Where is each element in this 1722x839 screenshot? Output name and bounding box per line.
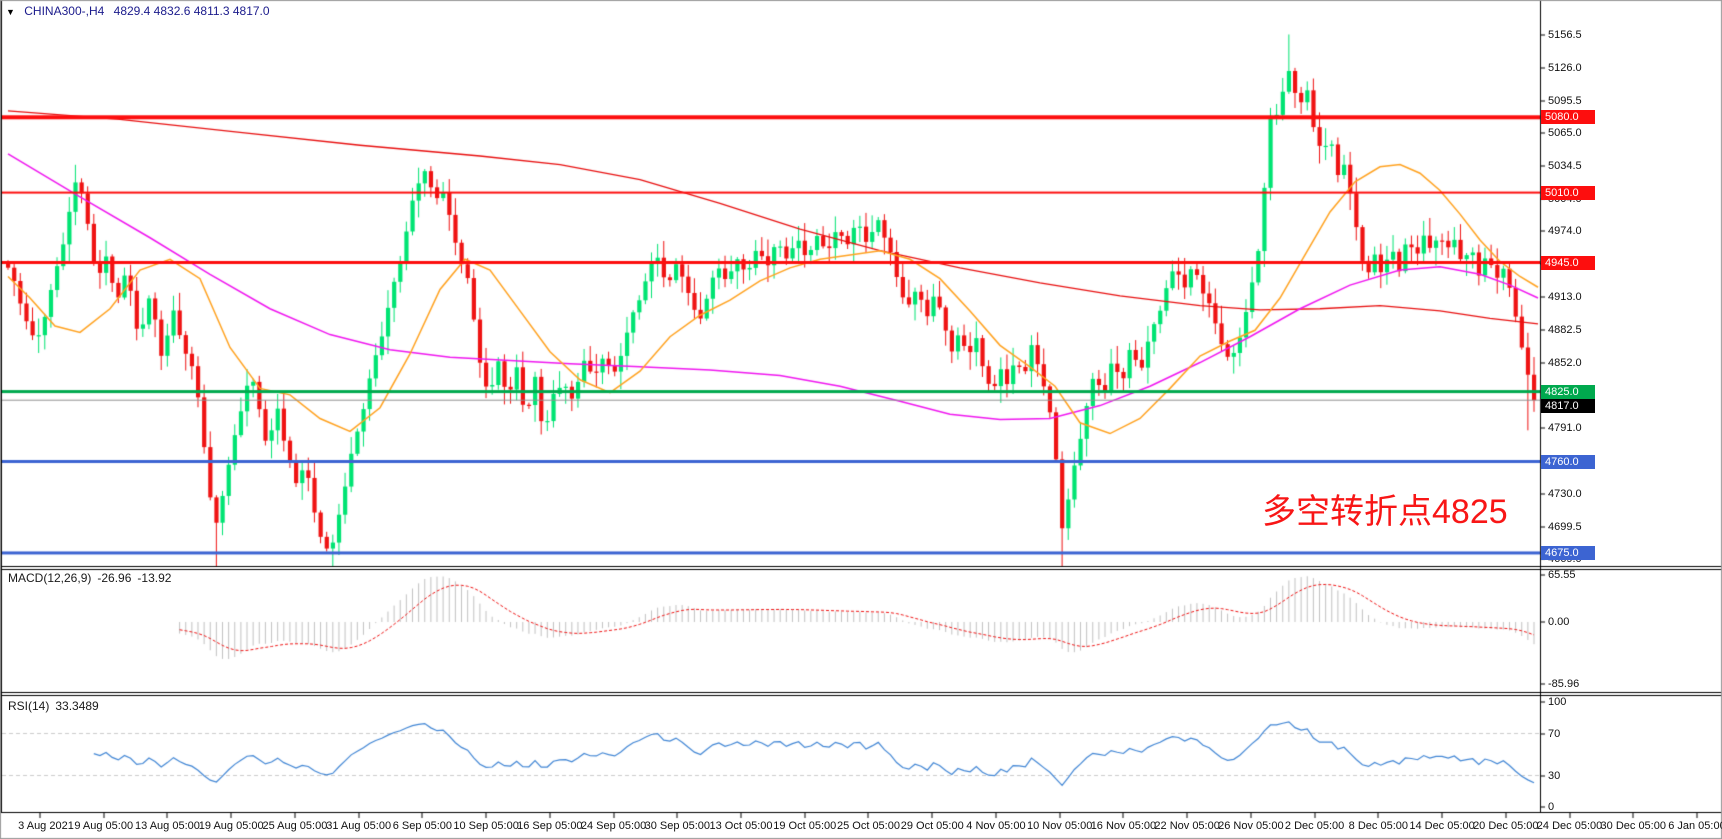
time-label: 4 Nov 05:00 <box>966 820 1026 832</box>
time-label: 10 Nov 05:00 <box>1026 820 1093 832</box>
time-label: 2 Dec 05:00 <box>1284 820 1345 832</box>
price-tick-label: 5065.0 <box>1548 127 1582 140</box>
macd-scale-label: 0.00 <box>1548 616 1570 628</box>
price-badge: 4817.0 <box>1541 398 1595 413</box>
price-badge: 4675.0 <box>1541 545 1595 560</box>
macd-name: MACD(12,26,9) <box>8 571 92 585</box>
time-label: 22 Nov 05:00 <box>1154 820 1220 832</box>
price-tick-label: 4730.0 <box>1548 487 1582 500</box>
price-tick-label: 4882.5 <box>1548 323 1582 336</box>
time-label: 10 Sep 05:00 <box>453 820 519 832</box>
price-badge: 5080.0 <box>1541 110 1595 125</box>
time-label: 19 Aug 05:00 <box>198 820 264 832</box>
time-label: 16 Sep 05:00 <box>517 820 583 832</box>
collapse-arrow-icon[interactable]: ▼ <box>6 7 15 17</box>
time-label: 14 Dec 05:00 <box>1409 820 1475 832</box>
price-tick-label: 5034.5 <box>1548 160 1582 173</box>
price-badge: 4945.0 <box>1541 255 1595 270</box>
time-label: 13 Oct 05:00 <box>709 820 773 832</box>
macd-indicator-label: MACD(12,26,9) -26.96 -13.92 <box>8 571 171 585</box>
time-label: 9 Aug 05:00 <box>74 820 134 832</box>
price-badge: 5010.0 <box>1541 185 1595 200</box>
price-tick-label: 5095.5 <box>1548 94 1582 107</box>
time-label: 25 Aug 05:00 <box>262 820 328 832</box>
chart-title-bar: ▼ CHINA300-,H4 4829.4 4832.6 4811.3 4817… <box>6 4 270 18</box>
price-tick-label: 4852.0 <box>1548 356 1582 369</box>
ohlc-values: 4829.4 4832.6 4811.3 4817.0 <box>113 4 270 18</box>
macd-main-value: -26.96 <box>97 571 132 585</box>
rsi-scale-label: 70 <box>1548 727 1561 740</box>
rsi-indicator-label: RSI(14) 33.3489 <box>8 699 99 713</box>
price-tick-label: 4974.0 <box>1548 225 1582 238</box>
time-label: 24 Sep 05:00 <box>580 820 647 832</box>
time-label: 19 Oct 05:00 <box>773 820 837 832</box>
price-tick-label: 5126.0 <box>1548 61 1582 74</box>
rsi-scale-label: 0 <box>1548 801 1555 813</box>
rsi-name: RSI(14) <box>8 699 50 713</box>
time-label: 30 Sep 05:00 <box>644 820 711 832</box>
time-label: 24 Dec 05:00 <box>1536 820 1603 832</box>
price-tick-label: 5156.5 <box>1548 29 1582 41</box>
rsi-scale-label: 30 <box>1548 769 1561 782</box>
time-label: 3 Aug 2021 <box>18 820 74 832</box>
time-label: 20 Dec 05:00 <box>1473 820 1539 832</box>
time-label: 6 Sep 05:00 <box>392 820 453 832</box>
rsi-scale-label: 100 <box>1548 696 1567 708</box>
macd-scale-label: 65.55 <box>1548 568 1576 581</box>
time-label: 25 Oct 05:00 <box>836 820 900 832</box>
price-badge: 4760.0 <box>1541 454 1595 469</box>
time-label: 8 Dec 05:00 <box>1348 820 1408 832</box>
time-label: 31 Aug 05:00 <box>326 820 392 832</box>
time-label: 29 Oct 05:00 <box>900 820 964 832</box>
symbol-period-label: CHINA300-,H4 <box>24 4 105 18</box>
time-label: 16 Nov 05:00 <box>1090 820 1157 832</box>
price-tick-label: 4913.0 <box>1548 290 1582 303</box>
time-label: 26 Nov 05:00 <box>1218 820 1284 832</box>
time-label: 13 Aug 05:00 <box>135 820 200 832</box>
macd-signal-value: -13.92 <box>137 571 172 585</box>
macd-scale-label: -85.96 <box>1548 677 1580 690</box>
rsi-value: 33.3489 <box>55 699 99 713</box>
time-label: 6 Jan 05:00 <box>1668 820 1722 832</box>
time-label: 30 Dec 05:00 <box>1600 820 1666 832</box>
pivot-annotation-text: 多空转折点4825 <box>1262 493 1508 531</box>
price-tick-label: 4699.5 <box>1548 520 1582 533</box>
price-tick-label: 4791.0 <box>1548 422 1582 435</box>
price-badge: 4825.0 <box>1541 384 1595 399</box>
